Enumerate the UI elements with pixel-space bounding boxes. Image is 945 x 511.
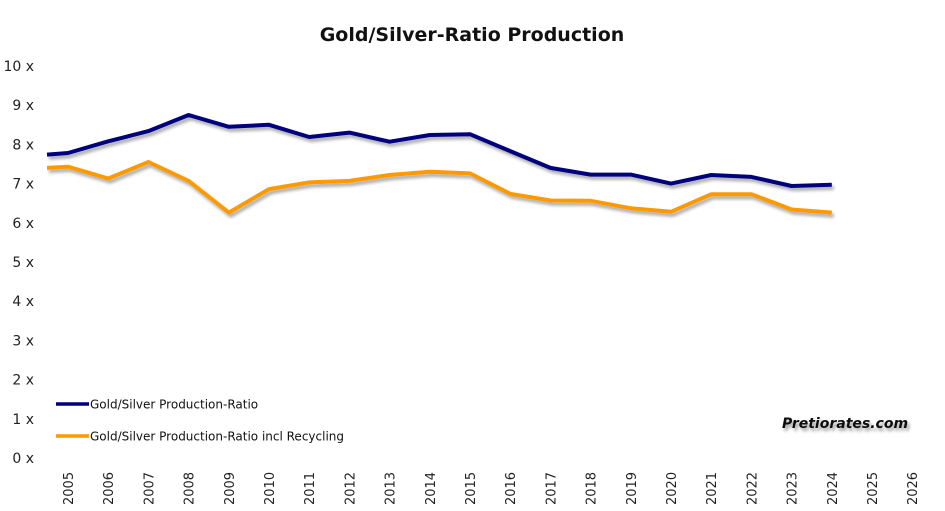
x-tick-label: 2026 <box>906 472 921 505</box>
watermark-pretiorates: Pretiorates.com <box>782 416 908 432</box>
x-tick-label: 2007 <box>142 472 157 505</box>
legend-label-production-ratio-recycling: Gold/Silver Production-Ratio incl Recycl… <box>90 430 344 444</box>
x-tick-label: 2017 <box>544 472 559 505</box>
x-tick-label: 2009 <box>223 472 238 505</box>
x-tick-label: 2006 <box>102 472 117 505</box>
x-tick-label: 2019 <box>625 472 640 505</box>
legend-label-production-ratio: Gold/Silver Production-Ratio <box>90 398 258 412</box>
x-tick-label: 2022 <box>745 472 760 505</box>
series-layer <box>46 113 832 215</box>
x-tick-label: 2020 <box>665 472 680 505</box>
y-tick-label: 8 x <box>12 137 34 153</box>
y-tick-label: 10 x <box>3 59 34 75</box>
x-tick-label: 2018 <box>585 472 600 505</box>
x-tick-label: 2015 <box>464 472 479 505</box>
x-tick-label: 2024 <box>826 472 841 505</box>
x-tick-label: 2025 <box>866 472 881 505</box>
y-tick-label: 7 x <box>12 177 34 193</box>
x-axis-ticks: 2005 2006 2007 2008 2009 2010 2011 2012 2013 2014… <box>62 472 921 505</box>
y-tick-label: 3 x <box>12 333 34 349</box>
x-tick-label: 2005 <box>62 472 77 505</box>
y-tick-label: 5 x <box>12 255 34 271</box>
series-line-production-ratio <box>46 113 832 188</box>
y-tick-label: 6 x <box>12 216 34 232</box>
x-tick-label: 2013 <box>384 472 399 505</box>
legend-item-production-ratio-recycling: Gold/Silver Production-Ratio incl Recycl… <box>56 430 344 444</box>
x-tick-label: 2016 <box>504 472 519 505</box>
y-tick-label: 0 x <box>12 451 34 467</box>
series-line-production-ratio-recycling <box>46 160 832 215</box>
legend: Gold/Silver Production-Ratio Gold/Silver… <box>56 398 344 444</box>
x-tick-label: 2008 <box>183 472 198 505</box>
x-tick-label: 2014 <box>424 472 439 505</box>
x-tick-label: 2023 <box>786 472 801 505</box>
legend-item-production-ratio: Gold/Silver Production-Ratio <box>56 398 258 412</box>
y-tick-label: 2 x <box>12 373 34 389</box>
y-tick-label: 4 x <box>12 294 34 310</box>
x-tick-label: 2011 <box>303 472 318 505</box>
x-tick-label: 2010 <box>263 472 278 505</box>
x-tick-label: 2021 <box>705 472 720 505</box>
y-axis-ticks: 0 x 1 x 2 x 3 x 4 x 5 x 6 x 7 x 8 x 9 x 10 x <box>3 59 34 467</box>
y-tick-label: 9 x <box>12 98 34 114</box>
chart-title: Gold/Silver-Ratio Production <box>320 24 625 46</box>
y-tick-label: 1 x <box>12 412 34 428</box>
x-tick-label: 2012 <box>343 472 358 505</box>
